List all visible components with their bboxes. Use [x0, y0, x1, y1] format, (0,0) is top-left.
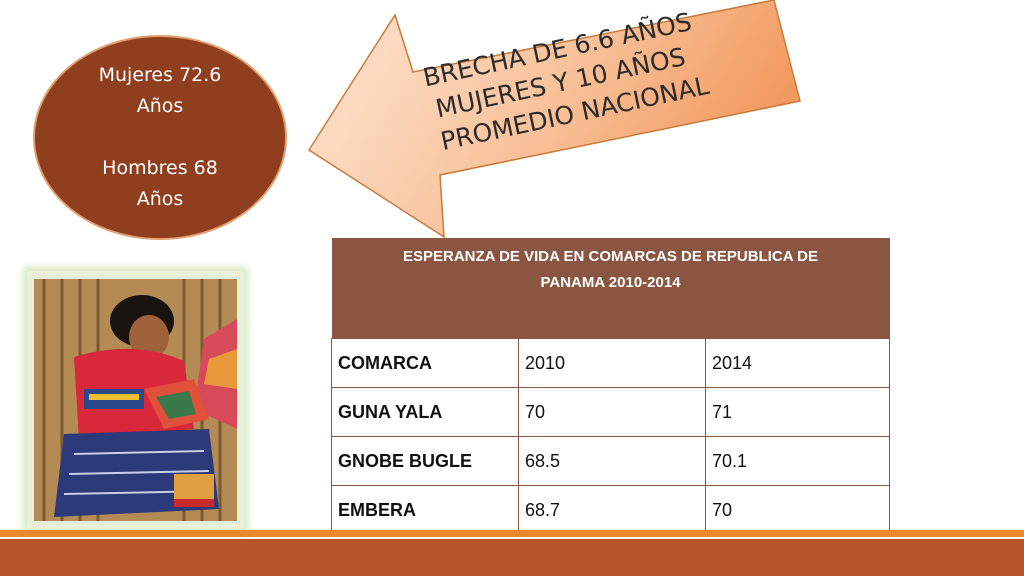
- men-value: Hombres 68: [102, 157, 218, 179]
- life-expectancy-table: ESPERANZA DE VIDA EN COMARCAS DE REPUBLI…: [331, 238, 890, 535]
- table-header-row: ESPERANZA DE VIDA EN COMARCAS DE REPUBLI…: [331, 238, 890, 339]
- table-cell: 70: [518, 387, 706, 437]
- table-row: COMARCA 2010 2014: [331, 338, 890, 388]
- table-cell: COMARCA: [331, 338, 519, 388]
- table-row: EMBERA 68.7 70: [331, 485, 890, 535]
- woman-sewing-photo: [34, 279, 237, 521]
- table-cell: 71: [705, 387, 890, 437]
- table-cell: EMBERA: [331, 485, 519, 535]
- footer-bar: [0, 539, 1024, 576]
- table-cell: 68.7: [518, 485, 706, 535]
- table-cell: GUNA YALA: [331, 387, 519, 437]
- table-cell: 70.1: [705, 436, 890, 486]
- table-cell: GNOBE BUGLE: [331, 436, 519, 486]
- table-cell: 2014: [705, 338, 890, 388]
- life-expectancy-bubble: Mujeres 72.6 Años Hombres 68 Años: [33, 35, 287, 240]
- table-row: GNOBE BUGLE 68.5 70.1: [331, 436, 890, 486]
- women-value: Mujeres 72.6: [98, 64, 222, 86]
- footer-accent-bar: [0, 530, 1024, 537]
- table-cell: 68.5: [518, 436, 706, 486]
- table-cell: 2010: [518, 338, 706, 388]
- table-title: ESPERANZA DE VIDA EN COMARCAS DE REPUBLI…: [331, 238, 890, 339]
- photo-frame: [27, 271, 244, 529]
- table-row: GUNA YALA 70 71: [331, 387, 890, 437]
- table-cell: 70: [705, 485, 890, 535]
- men-unit: Años: [136, 188, 184, 210]
- gap-arrow-shape: [307, 0, 801, 239]
- women-unit: Años: [136, 95, 184, 117]
